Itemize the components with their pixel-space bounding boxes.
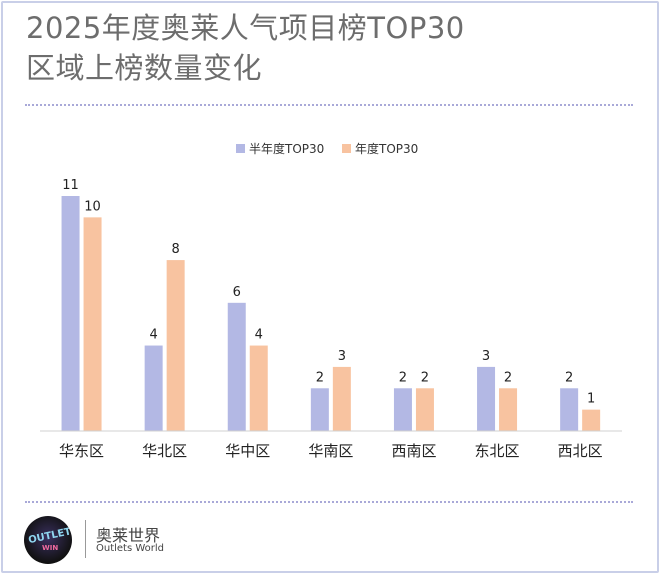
bar-华南区-1 (332, 366, 351, 431)
data-label: 10 (84, 199, 101, 214)
data-label: 2 (565, 370, 573, 385)
data-label: 6 (233, 285, 241, 300)
x-axis-labels: 华东区 华北区 华中区 华南区 西南区 东北区 西北区 (59, 442, 603, 460)
legend-label-1: 年度TOP30 (355, 141, 418, 156)
divider-bottom (25, 501, 633, 503)
x-tick-label: 华北区 (142, 442, 187, 460)
bar-西南区-0 (393, 388, 412, 431)
x-tick-label: 华东区 (59, 442, 104, 460)
legend: 半年度TOP30 年度TOP30 (236, 141, 418, 156)
x-tick-label: 西南区 (391, 442, 436, 460)
x-tick-label: 华中区 (225, 442, 270, 460)
bar-西北区-1 (582, 409, 601, 431)
bar-西南区-1 (415, 388, 434, 431)
data-label: 2 (504, 370, 512, 385)
divider-top (25, 104, 633, 106)
x-tick-label: 东北区 (475, 442, 520, 460)
bar-华北区-0 (144, 345, 163, 431)
bar-华东区-0 (61, 196, 80, 431)
data-label: 1 (587, 392, 595, 407)
bar-华中区-0 (227, 302, 246, 431)
legend-label-0: 半年度TOP30 (249, 141, 324, 156)
bar-华南区-0 (310, 388, 329, 431)
bar-西北区-0 (560, 388, 579, 431)
data-label: 4 (150, 328, 158, 343)
page-title: 2025年度奥莱人气项目榜TOP30 区域上榜数量变化 (26, 8, 465, 88)
bar-华东区-1 (83, 217, 102, 431)
data-label: 3 (338, 349, 346, 364)
legend-swatch-0 (236, 144, 245, 153)
bar-东北区-1 (499, 388, 518, 431)
outlets-win-logo: OUTLETS WIN (24, 516, 72, 564)
data-label: 4 (255, 328, 263, 343)
brand-name-en: Outlets World (96, 543, 165, 554)
data-label: 11 (62, 178, 79, 193)
bar-华中区-1 (249, 345, 268, 431)
title-line-2: 区域上榜数量变化 (26, 51, 263, 85)
legend-swatch-1 (342, 144, 351, 153)
data-label: 3 (482, 349, 490, 364)
data-label: 8 (172, 242, 180, 257)
bar-东北区-0 (477, 366, 496, 431)
brand-name-cn: 奥莱世界 (96, 526, 161, 545)
data-label: 2 (316, 370, 324, 385)
x-tick-label: 华南区 (308, 442, 353, 460)
title-line-1: 2025年度奥莱人气项目榜TOP30 (26, 11, 465, 45)
footer-divider (85, 520, 86, 558)
bar-chart: 半年度TOP30 年度TOP30 11104864232 232 21 华东区 华北区华… (40, 141, 622, 460)
data-label: 2 (399, 370, 407, 385)
bar-华北区-1 (166, 260, 185, 431)
data-label: 2 (421, 370, 429, 385)
x-tick-label: 西北区 (558, 442, 603, 460)
